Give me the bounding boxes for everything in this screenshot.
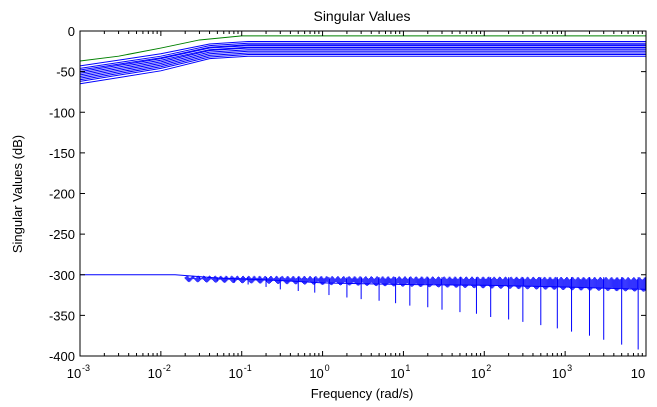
series-line-3 bbox=[80, 42, 646, 69]
series-line-8 bbox=[80, 49, 646, 77]
series-line-2 bbox=[80, 41, 646, 67]
y-tick-label: 0 bbox=[68, 24, 75, 39]
y-tick-label: -150 bbox=[49, 146, 75, 161]
y-tick-label: -50 bbox=[56, 65, 75, 80]
x-tick-exponent: -3 bbox=[82, 363, 90, 373]
y-tick-label: -300 bbox=[49, 268, 75, 283]
series-line-11 bbox=[80, 54, 646, 82]
x-tick-label: 10 bbox=[228, 366, 242, 381]
y-tick-label: -200 bbox=[49, 187, 75, 202]
x-tick-labels: 10 -3 10 -2 10 -1 10 0 10 1 10 2 10 3 10 bbox=[67, 363, 645, 381]
series-line-12 bbox=[80, 55, 646, 85]
y-axis-label: Singular Values (dB) bbox=[10, 135, 25, 253]
x-tick-label: 10 bbox=[471, 366, 485, 381]
x-tick-exponent: 0 bbox=[325, 363, 330, 373]
x-tick-label: 10 bbox=[552, 366, 566, 381]
x-tick-label: 10 bbox=[148, 366, 162, 381]
series-line-9 bbox=[80, 50, 646, 79]
y-tick-label: -100 bbox=[49, 105, 75, 120]
series-line-7 bbox=[80, 47, 646, 76]
x-tick-exponent: 3 bbox=[567, 363, 572, 373]
series-line-5 bbox=[80, 45, 646, 73]
x-tick-label: 10 bbox=[631, 366, 645, 381]
x-tick-exponent: -1 bbox=[244, 363, 252, 373]
tick-marks bbox=[79, 30, 647, 357]
series-line-10 bbox=[80, 52, 646, 81]
y-tick-label: -350 bbox=[49, 308, 75, 323]
x-tick-label: 10 bbox=[309, 366, 323, 381]
series-line-1 bbox=[80, 35, 646, 62]
chart-title: Singular Values bbox=[313, 8, 410, 24]
x-tick-exponent: 1 bbox=[405, 363, 410, 373]
y-tick-labels: 0 -50 -100 -150 -200 -250 -300 -350 -400 bbox=[49, 24, 75, 364]
x-tick-exponent: 2 bbox=[486, 363, 491, 373]
x-axis-label: Frequency (rad/s) bbox=[311, 386, 414, 401]
x-tick-exponent: -2 bbox=[163, 363, 171, 373]
y-tick-label: -250 bbox=[49, 227, 75, 242]
x-tick-label: 10 bbox=[390, 366, 404, 381]
series-line-6 bbox=[80, 46, 646, 74]
series-line-4 bbox=[80, 44, 646, 71]
x-tick-label: 10 bbox=[67, 366, 81, 381]
y-tick-label: -400 bbox=[49, 349, 75, 364]
plot-area bbox=[80, 35, 646, 350]
